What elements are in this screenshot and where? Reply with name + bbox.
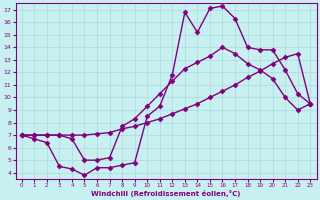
X-axis label: Windchill (Refroidissement éolien,°C): Windchill (Refroidissement éolien,°C): [91, 190, 241, 197]
